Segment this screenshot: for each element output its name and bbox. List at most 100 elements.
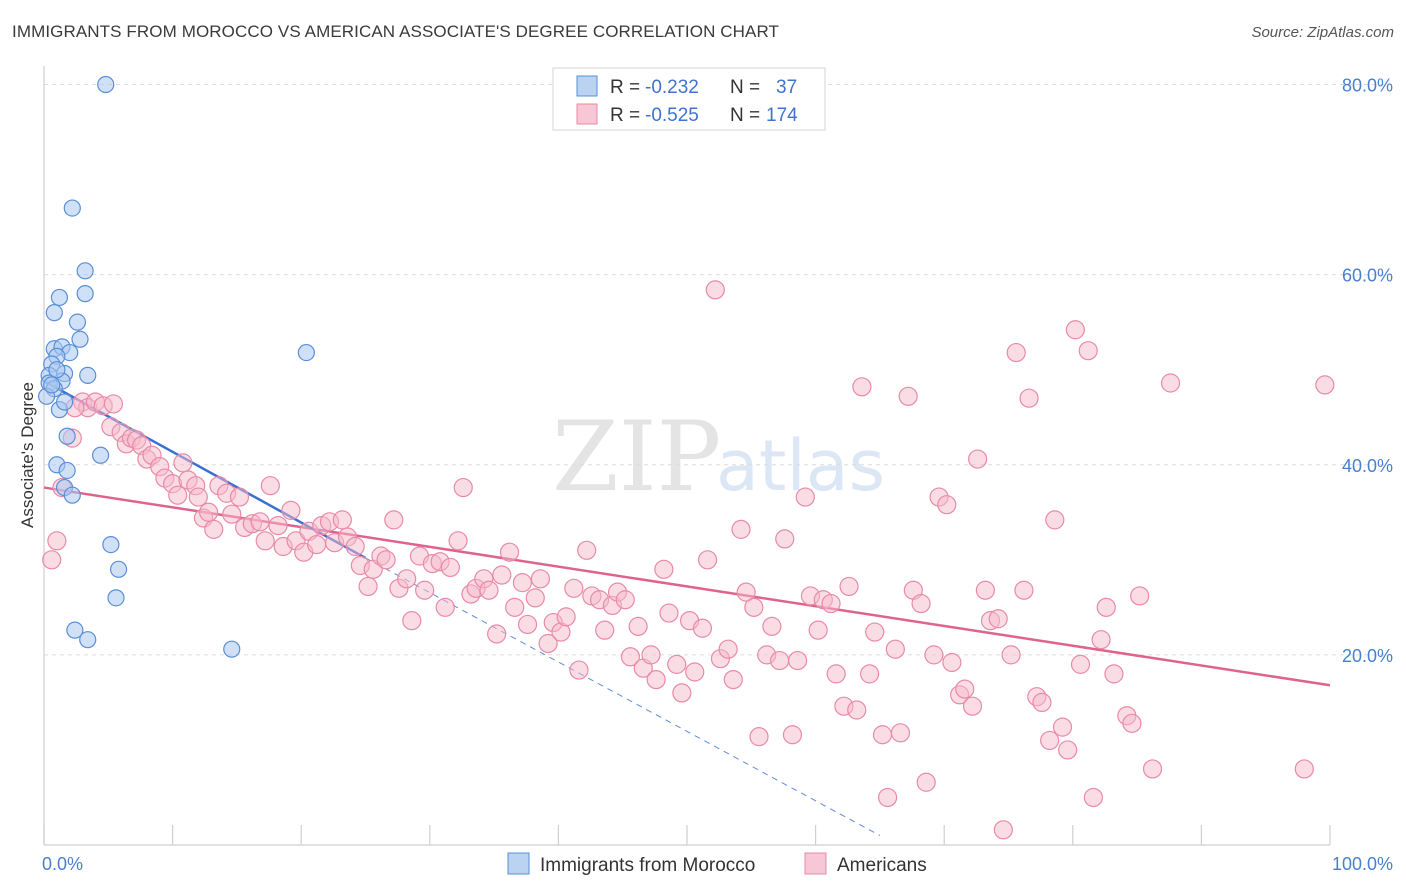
point-americans-132: [872, 725, 893, 745]
axes: [43, 66, 1331, 846]
point-americans-147: [968, 449, 988, 469]
point-americans-128: [847, 700, 867, 720]
chart-title: IMMIGRANTS FROM MOROCCO VS AMERICAN ASSO…: [12, 22, 780, 41]
point-americans-171: [1130, 586, 1150, 606]
point-americans-142: [937, 495, 957, 515]
point-americans-165: [1083, 787, 1103, 808]
point-americans-122: [808, 620, 828, 640]
point-morocco-27: [63, 486, 81, 504]
x-tick-label-0: 0.0%: [42, 854, 83, 874]
point-morocco-32: [79, 631, 97, 649]
point-americans-116: [769, 650, 790, 671]
point-morocco-29: [109, 560, 128, 578]
point-morocco-23: [91, 446, 110, 464]
y-tick-label-60: 60.0%: [1342, 266, 1393, 286]
x-tick-label-100: 100.0%: [1332, 854, 1393, 874]
point-americans-175: [1315, 375, 1335, 395]
point-morocco-31: [66, 621, 84, 639]
point-americans-108: [718, 639, 738, 659]
point-americans-154: [1014, 580, 1034, 600]
point-americans-40: [281, 500, 301, 520]
point-americans-105: [697, 550, 718, 570]
point-americans-124: [821, 593, 841, 614]
point-americans-65: [440, 557, 460, 578]
point-americans-89: [595, 620, 615, 640]
y-tick-label-80: 80.0%: [1342, 76, 1393, 96]
point-americans-0: [42, 550, 62, 570]
point-americans-75: [505, 597, 525, 617]
point-morocco-21: [55, 393, 74, 411]
point-americans-103: [685, 662, 705, 682]
point-americans-64: [435, 597, 455, 617]
point-americans-56: [384, 510, 404, 530]
point-americans-97: [646, 669, 666, 690]
point-americans-83: [556, 607, 576, 627]
point-americans-134: [885, 639, 905, 659]
watermark-zip: ZIP: [552, 401, 721, 513]
legend-n-label-morocco: N =: [730, 77, 760, 98]
point-morocco-5: [45, 304, 63, 322]
point-americans-138: [911, 593, 931, 614]
gridlines: [44, 84, 1392, 656]
point-americans-133: [878, 787, 898, 808]
point-americans-74: [499, 542, 520, 562]
y-tick-labels: 20.0% 40.0% 60.0% 80.0%: [1342, 76, 1393, 666]
point-americans-115: [762, 616, 782, 636]
point-americans-58: [397, 569, 417, 589]
point-americans-85: [569, 660, 589, 680]
point-americans-159: [1045, 510, 1065, 530]
point-americans-31: [222, 504, 242, 524]
point-americans-9: [103, 394, 124, 414]
point-americans-78: [525, 588, 545, 608]
point-americans-99: [659, 603, 679, 623]
point-americans-127: [839, 576, 859, 597]
series-americans: [42, 280, 1335, 840]
point-americans-67: [453, 477, 473, 498]
point-americans-151: [993, 820, 1013, 840]
point-americans-148: [975, 580, 995, 600]
point-americans-168: [1104, 664, 1124, 684]
point-americans-158: [1040, 730, 1060, 751]
point-americans-104: [692, 618, 713, 638]
point-americans-52: [358, 576, 378, 597]
point-americans-73: [492, 565, 512, 585]
point-americans-71: [479, 580, 499, 600]
point-morocco-15: [79, 366, 97, 384]
point-morocco-8: [71, 330, 89, 348]
point-americans-55: [376, 550, 396, 570]
point-americans-86: [577, 540, 597, 560]
legend-r-label-americans: R =: [610, 105, 640, 126]
point-americans-109: [723, 669, 743, 690]
point-americans-167: [1096, 597, 1116, 617]
point-americans-163: [1070, 654, 1091, 674]
point-americans-44: [307, 535, 327, 555]
point-morocco-1: [63, 199, 81, 217]
point-americans-110: [731, 519, 751, 539]
point-americans-96: [641, 645, 661, 665]
point-americans-174: [1294, 759, 1314, 779]
point-morocco-34: [297, 343, 315, 362]
legend-n-value-morocco: 37: [776, 77, 797, 98]
legend-r-value-americans: -0.525: [645, 105, 699, 126]
point-americans-140: [924, 645, 944, 665]
point-americans-111: [736, 582, 756, 602]
legend-box: [552, 67, 826, 131]
point-americans-164: [1078, 341, 1098, 361]
point-americans-153: [1006, 342, 1026, 363]
point-americans-22: [173, 453, 193, 473]
point-americans-152: [1001, 645, 1021, 665]
point-morocco-4: [76, 285, 94, 303]
point-morocco-3: [50, 288, 69, 307]
point-americans-136: [898, 386, 918, 406]
point-americans-27: [199, 502, 219, 522]
point-americans-93: [620, 647, 641, 667]
point-americans-106: [705, 280, 725, 300]
bottom-legend-label-americans: Americans: [837, 855, 927, 876]
point-americans-59: [402, 611, 422, 631]
bottom-legend-swatch-americans: [804, 852, 827, 875]
point-americans-80: [538, 633, 558, 654]
point-americans-150: [988, 609, 1008, 629]
point-americans-77: [517, 614, 538, 635]
point-americans-21: [168, 485, 188, 505]
